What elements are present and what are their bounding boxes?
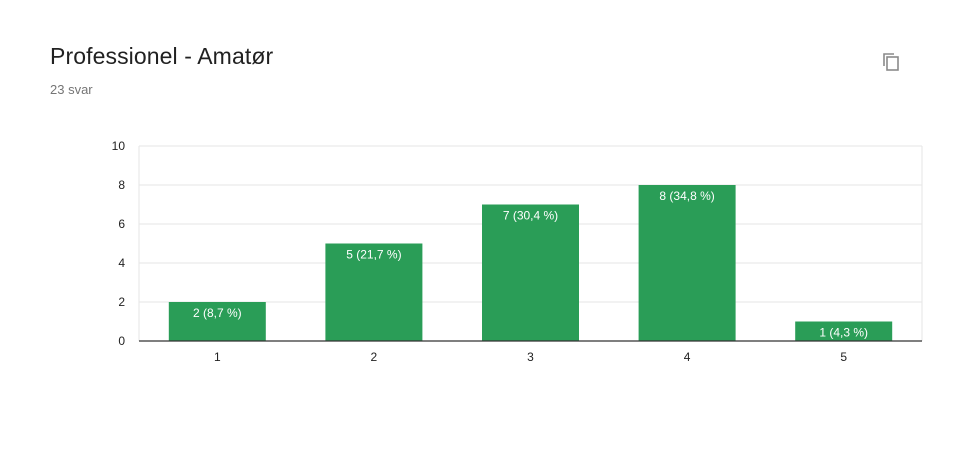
bar [325, 243, 423, 341]
y-tick-label: 2 [118, 295, 125, 309]
y-tick-label: 6 [118, 217, 125, 231]
bar-data-label: 8 (34,8 %) [659, 189, 714, 203]
bar [795, 321, 893, 341]
copy-icon [878, 48, 906, 76]
y-tick-label: 10 [112, 139, 126, 153]
copy-chart-button[interactable] [878, 48, 906, 76]
x-tick-label: 4 [684, 350, 691, 364]
bar-data-label: 7 (30,4 %) [503, 209, 558, 223]
x-tick-label: 3 [527, 350, 534, 364]
chart-title: Professionel - Amatør [50, 43, 274, 69]
bar [482, 204, 579, 341]
chart-data-labels: 2 (8,7 %) 5 (21,7 %) 7 (30,4 %) 8 (34,8 %) 1… [193, 189, 868, 340]
y-tick-label: 4 [118, 256, 125, 270]
chart-bars [168, 185, 893, 341]
y-tick-label: 8 [118, 178, 125, 192]
bar-data-label: 1 (4,3 %) [819, 326, 868, 340]
bar [638, 185, 736, 341]
x-tick-label: 2 [371, 350, 378, 364]
bar-data-label: 2 (8,7 %) [193, 306, 242, 320]
x-tick-label: 1 [214, 350, 221, 364]
bar [168, 302, 266, 341]
bar-data-label: 5 (21,7 %) [346, 248, 401, 262]
x-tick-label: 5 [840, 350, 847, 364]
response-count: 23 svar [50, 82, 93, 97]
y-tick-label: 0 [118, 334, 125, 348]
